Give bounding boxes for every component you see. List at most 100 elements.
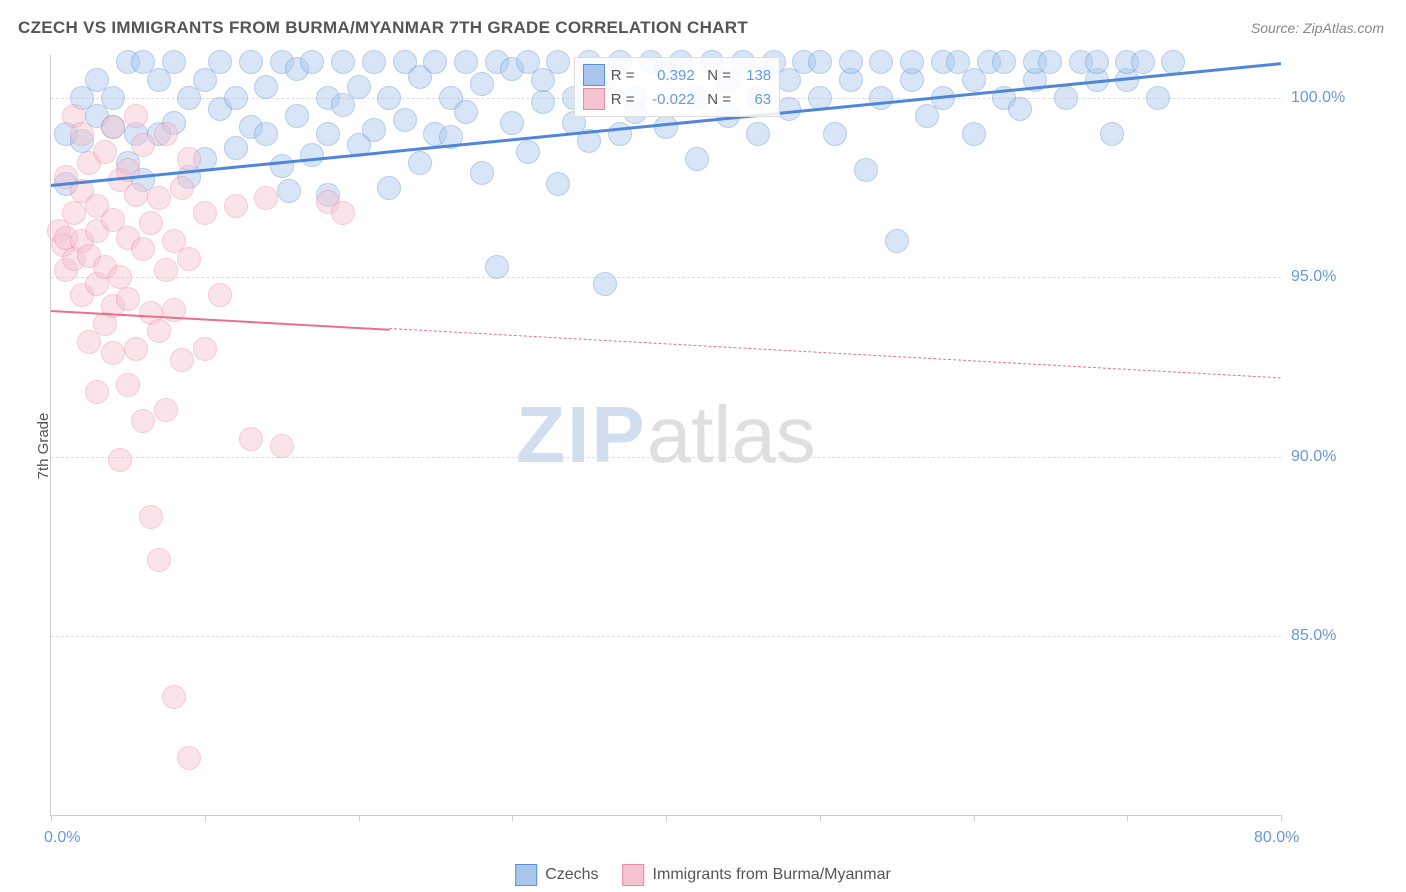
data-point [746, 122, 770, 146]
y-tick-label: 100.0% [1291, 89, 1361, 107]
data-point [124, 183, 148, 207]
data-point [162, 50, 186, 74]
data-point [101, 86, 125, 110]
x-tick [205, 815, 206, 821]
gridline [51, 636, 1281, 637]
data-point [224, 86, 248, 110]
data-point [116, 287, 140, 311]
stats-legend: R = 0.392 N = 138 R = -0.022 N = 63 [574, 57, 780, 117]
data-point [285, 104, 309, 128]
data-point [300, 143, 324, 167]
x-tick [1281, 815, 1282, 821]
data-point [869, 50, 893, 74]
data-point [546, 50, 570, 74]
data-point [131, 133, 155, 157]
data-point [608, 122, 632, 146]
stats-legend-row: R = -0.022 N = 63 [583, 88, 771, 110]
watermark-atlas: atlas [647, 390, 816, 479]
data-point [900, 50, 924, 74]
data-point [546, 172, 570, 196]
data-point [101, 341, 125, 365]
legend-item: Immigrants from Burma/Myanmar [623, 864, 891, 886]
y-tick-label: 95.0% [1291, 268, 1361, 286]
data-point [154, 122, 178, 146]
legend-label: Czechs [545, 866, 598, 884]
stats-text: R = -0.022 N = 63 [611, 91, 771, 108]
y-tick-label: 90.0% [1291, 448, 1361, 466]
chart-title: CZECH VS IMMIGRANTS FROM BURMA/MYANMAR 7… [18, 18, 748, 38]
x-tick-label-last: 80.0% [1254, 829, 1299, 847]
legend-label: Immigrants from Burma/Myanmar [653, 866, 891, 884]
data-point [485, 255, 509, 279]
data-point [316, 122, 340, 146]
data-point [685, 147, 709, 171]
data-point [170, 176, 194, 200]
data-point [170, 348, 194, 372]
data-point [331, 201, 355, 225]
data-point [992, 50, 1016, 74]
data-point [108, 265, 132, 289]
data-point [777, 97, 801, 121]
x-tick [51, 815, 52, 821]
gridline [51, 457, 1281, 458]
data-point [854, 158, 878, 182]
data-point [1054, 86, 1078, 110]
data-point [500, 111, 524, 135]
data-point [139, 211, 163, 235]
data-point [1100, 122, 1124, 146]
data-point [408, 151, 432, 175]
x-tick [820, 815, 821, 821]
data-point [869, 86, 893, 110]
data-point [124, 337, 148, 361]
data-point [162, 685, 186, 709]
x-tick [512, 815, 513, 821]
legend-swatch [583, 64, 605, 86]
data-point [254, 186, 278, 210]
data-point [331, 50, 355, 74]
data-point [224, 194, 248, 218]
legend-swatch [623, 864, 645, 886]
trend-line [389, 328, 1281, 378]
data-point [62, 201, 86, 225]
stats-legend-row: R = 0.392 N = 138 [583, 64, 771, 86]
data-point [300, 50, 324, 74]
data-point [1161, 50, 1185, 74]
scatter-plot-area: ZIPatlas 100.0%95.0%90.0%85.0%R = 0.392 … [50, 55, 1281, 816]
data-point [393, 108, 417, 132]
data-point [377, 176, 401, 200]
data-point [470, 161, 494, 185]
watermark: ZIPatlas [516, 389, 815, 481]
data-point [154, 258, 178, 282]
data-point [177, 247, 201, 271]
x-tick [1127, 815, 1128, 821]
data-point [885, 229, 909, 253]
data-point [131, 237, 155, 261]
data-point [839, 50, 863, 74]
data-point [593, 272, 617, 296]
legend-item: Czechs [515, 864, 598, 886]
data-point [1085, 50, 1109, 74]
x-tick [666, 815, 667, 821]
data-point [270, 434, 294, 458]
data-point [177, 746, 201, 770]
data-point [177, 147, 201, 171]
data-point [362, 50, 386, 74]
data-point [1008, 97, 1032, 121]
data-point [454, 100, 478, 124]
source-attribution: Source: ZipAtlas.com [1251, 20, 1384, 36]
data-point [808, 50, 832, 74]
data-point [531, 90, 555, 114]
legend-bottom: Czechs Immigrants from Burma/Myanmar [515, 864, 891, 886]
data-point [377, 86, 401, 110]
data-point [277, 179, 301, 203]
data-point [823, 122, 847, 146]
data-point [131, 409, 155, 433]
x-tick [359, 815, 360, 821]
data-point [147, 186, 171, 210]
watermark-zip: ZIP [516, 390, 646, 479]
stats-text: R = 0.392 N = 138 [611, 67, 771, 84]
data-point [1038, 50, 1062, 74]
data-point [239, 427, 263, 451]
data-point [254, 122, 278, 146]
data-point [124, 104, 148, 128]
